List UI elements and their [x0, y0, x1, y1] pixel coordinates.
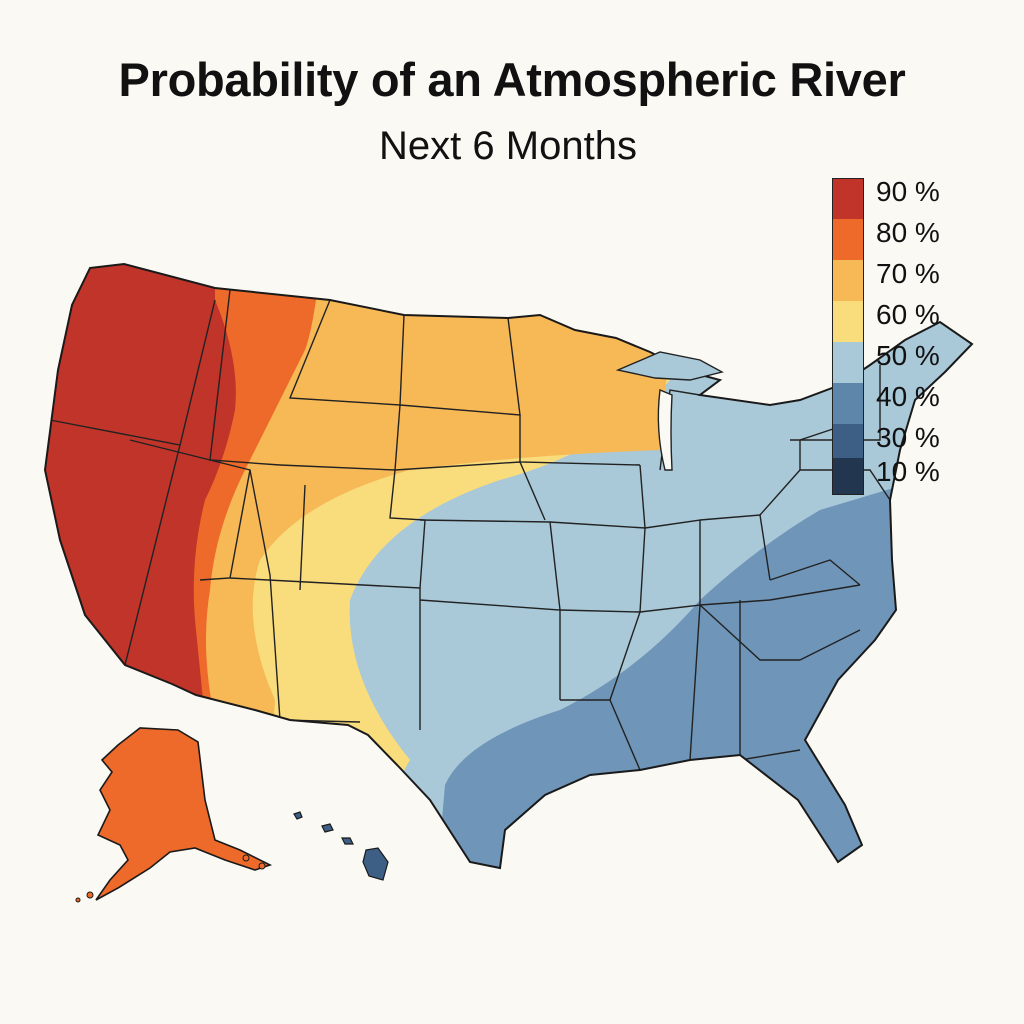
legend-item: 10 % — [832, 456, 1012, 495]
map-subtitle: Next 6 Months — [379, 124, 637, 168]
legend-label: 10 % — [876, 456, 940, 487]
legend-item: 90 % — [832, 176, 1012, 220]
state-borders — [49, 289, 891, 771]
legend-swatch — [832, 342, 864, 383]
legend-item: 40 % — [832, 381, 1012, 424]
hawaii — [293, 811, 389, 881]
legend-item: 80 % — [832, 217, 1012, 260]
legend-item: 60 % — [832, 299, 1012, 342]
legend-item: 30 % — [832, 422, 1012, 465]
michigan-upper-peninsula — [615, 351, 724, 381]
alaska-islands — [75, 854, 266, 903]
alaska — [95, 727, 273, 901]
legend-item: 50 % — [832, 340, 1012, 383]
legend-item: 70 % — [832, 258, 1012, 301]
legend-label: 70 % — [876, 258, 940, 289]
legend-swatch — [832, 260, 864, 301]
lake-michigan — [657, 388, 673, 471]
legend-swatch — [832, 178, 864, 220]
legend-label: 80 % — [876, 217, 940, 248]
legend-swatch — [832, 383, 864, 424]
legend-label: 40 % — [876, 381, 940, 412]
map-title: Probability of an Atmospheric River — [118, 53, 906, 106]
legend-swatch — [832, 301, 864, 342]
legend-label: 50 % — [876, 340, 940, 371]
legend-label: 30 % — [876, 422, 940, 453]
legend-swatch — [832, 458, 864, 495]
legend-label: 90 % — [876, 176, 940, 207]
legend-swatch — [832, 219, 864, 260]
legend-label: 60 % — [876, 299, 940, 330]
